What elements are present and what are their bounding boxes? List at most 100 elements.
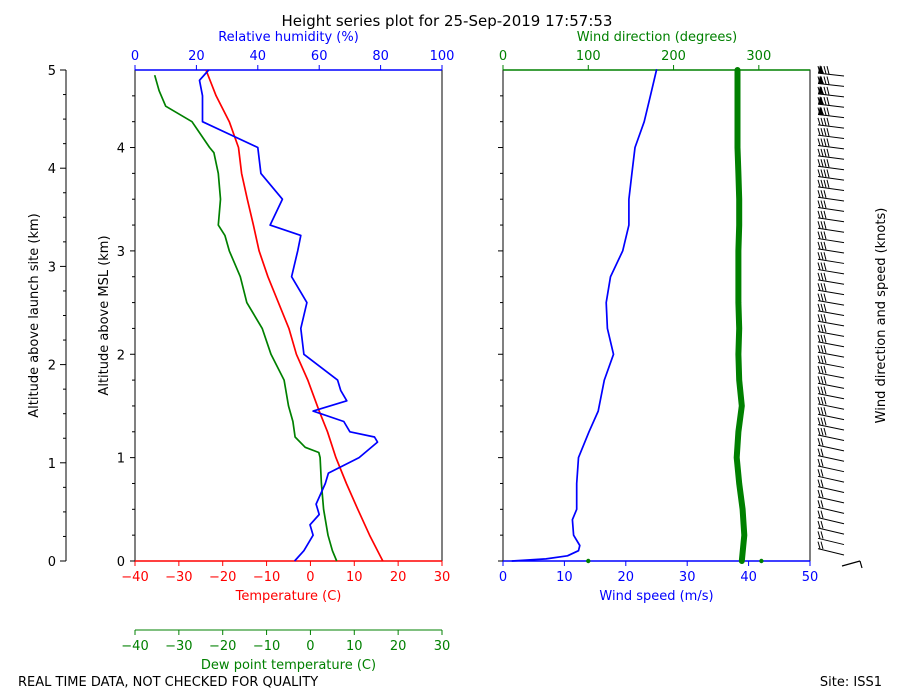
launch-altitude-tick-label: 2 (48, 359, 56, 374)
wind-speed-axis: 0 10 20 30 40 50 Wind speed (m/s) (499, 560, 819, 604)
wind-barb-feather (820, 355, 824, 364)
launch-altitude-axis-label: Altitude above launch site (km) (27, 213, 42, 417)
wind-barb-feather (820, 159, 824, 167)
wind-barb-feather (826, 128, 830, 137)
humidity-tick-label: 60 (311, 49, 328, 64)
wind-barb-feather (823, 86, 827, 95)
wind-barb-feather (820, 169, 824, 177)
wind-barb-feather (823, 396, 827, 405)
wind-direction-axis: 0 100 200 300 Wind direction (degrees) (499, 30, 810, 71)
wind-barb-staff (817, 341, 845, 348)
wind-barb-feather (820, 334, 824, 343)
dewpoint-axis-label: Dew point temperature (C) (201, 658, 376, 673)
wind-barb-feather (823, 117, 827, 126)
wind-barb-feather (817, 489, 821, 498)
wind-barb-pennant (818, 85, 824, 94)
wind-barb-staff (817, 424, 845, 431)
wind-barb-feather (820, 458, 824, 467)
wind-barb-feather (823, 293, 827, 302)
thermodynamic-series (153, 69, 384, 562)
wind-barb-feather (820, 324, 824, 333)
wind-barb-feather (820, 179, 824, 188)
wind-series (511, 67, 764, 564)
wind-barb-staff (817, 393, 845, 400)
dewpoint-tick-label: 20 (390, 639, 407, 654)
wind-barb-feather (823, 376, 827, 385)
wind-barb-feather (820, 510, 824, 519)
wind-speed-tick-label: 50 (802, 570, 819, 585)
temperature-tick-label: 20 (390, 570, 407, 585)
wind-barb-feather (820, 231, 824, 239)
wind-barb-feather (817, 190, 821, 198)
wind-barb-staff (817, 289, 845, 296)
wind-barb-feather (823, 169, 827, 178)
dewpoint-tick-label: −10 (253, 639, 280, 654)
temperature-axis: −40 −30 −20 −10 0 10 20 30 Temperature (C) (121, 560, 450, 604)
wind-barb-feather (817, 417, 821, 425)
wind-barb-feather (826, 138, 830, 147)
wind-barb-feather (823, 97, 827, 105)
wind-direction-surface-marker (586, 558, 591, 564)
figure-title: Height series plot for 25-Sep-2019 17:57… (282, 12, 613, 30)
wind-barb-feather (817, 355, 821, 363)
wind-barb-feather (826, 107, 830, 116)
wind-barb-feather (817, 221, 821, 229)
wind-barb-feather (820, 262, 824, 271)
wind-barb-feather (820, 128, 824, 136)
wind-barb-feather (823, 407, 827, 416)
wind-barb-feather (820, 365, 824, 374)
wind-barb-feather (817, 128, 821, 136)
wind-speed-line (511, 69, 658, 562)
wind-barb-feather (820, 500, 824, 508)
wind-barb-feather (820, 407, 824, 415)
wind-barb-feather (817, 365, 821, 374)
wind-barb-feather (820, 541, 824, 550)
wind-barb-staff (817, 537, 845, 546)
wind-direction-tick-label: 300 (746, 49, 771, 64)
msl-altitude-tick-label: 0 (117, 555, 125, 570)
wind-barb-feather (820, 520, 824, 529)
wind-barb-staff (817, 362, 845, 369)
wind-barb-staff (817, 413, 845, 421)
launch-altitude-tick-label: 1 (48, 457, 56, 472)
wind-barb-feather (820, 241, 824, 250)
wind-barb-staff (817, 72, 845, 77)
wind-barb-feather (817, 500, 821, 508)
wind-barb-feather (820, 117, 824, 126)
wind-barb-feather (820, 479, 824, 488)
wind-barb-staff (817, 310, 845, 316)
humidity-tick-label: 40 (250, 49, 267, 64)
wind-barb-staff (817, 155, 845, 160)
wind-plot-frame (502, 69, 811, 562)
temperature-tick-label: 10 (346, 570, 363, 585)
wind-speed-tick-label: 10 (556, 570, 573, 585)
wind-altitude-ticks (498, 95, 503, 562)
wind-barb-feather (823, 365, 827, 374)
wind-barb-feather (826, 159, 830, 168)
wind-barb-feather (823, 179, 827, 188)
wind-barb-feather (820, 210, 824, 219)
launch-altitude-axis: 0 1 2 3 4 5 Altitude above launch site (km) (27, 64, 67, 570)
wind-barbs: Wind direction and speed (knots) (817, 65, 889, 569)
wind-barb-staff (817, 227, 845, 233)
wind-barb-staff (817, 114, 845, 119)
wind-barb-feather (823, 314, 827, 322)
wind-barb-staff (841, 560, 861, 567)
msl-altitude-axis-label: Altitude above MSL (km) (97, 235, 112, 395)
wind-barb-feather (817, 386, 821, 394)
wind-barb-feather (817, 541, 821, 549)
wind-barb-staff (817, 217, 845, 223)
wind-barb-feather (817, 241, 821, 250)
wind-barb-staff (817, 83, 845, 87)
wind-barb-feather (820, 314, 824, 322)
launch-altitude-tick-label: 4 (48, 162, 56, 177)
dewpoint-tick-label: 10 (346, 639, 363, 654)
wind-barb-staff (817, 351, 845, 358)
wind-barb-staff (817, 248, 845, 254)
dewpoint-tick-label: −40 (121, 639, 148, 654)
wind-barb-feather (817, 303, 821, 312)
dewpoint-tick-label: 30 (434, 639, 451, 654)
wind-barb-staff (817, 331, 845, 337)
wind-direction-axis-label: Wind direction (degrees) (577, 30, 737, 45)
